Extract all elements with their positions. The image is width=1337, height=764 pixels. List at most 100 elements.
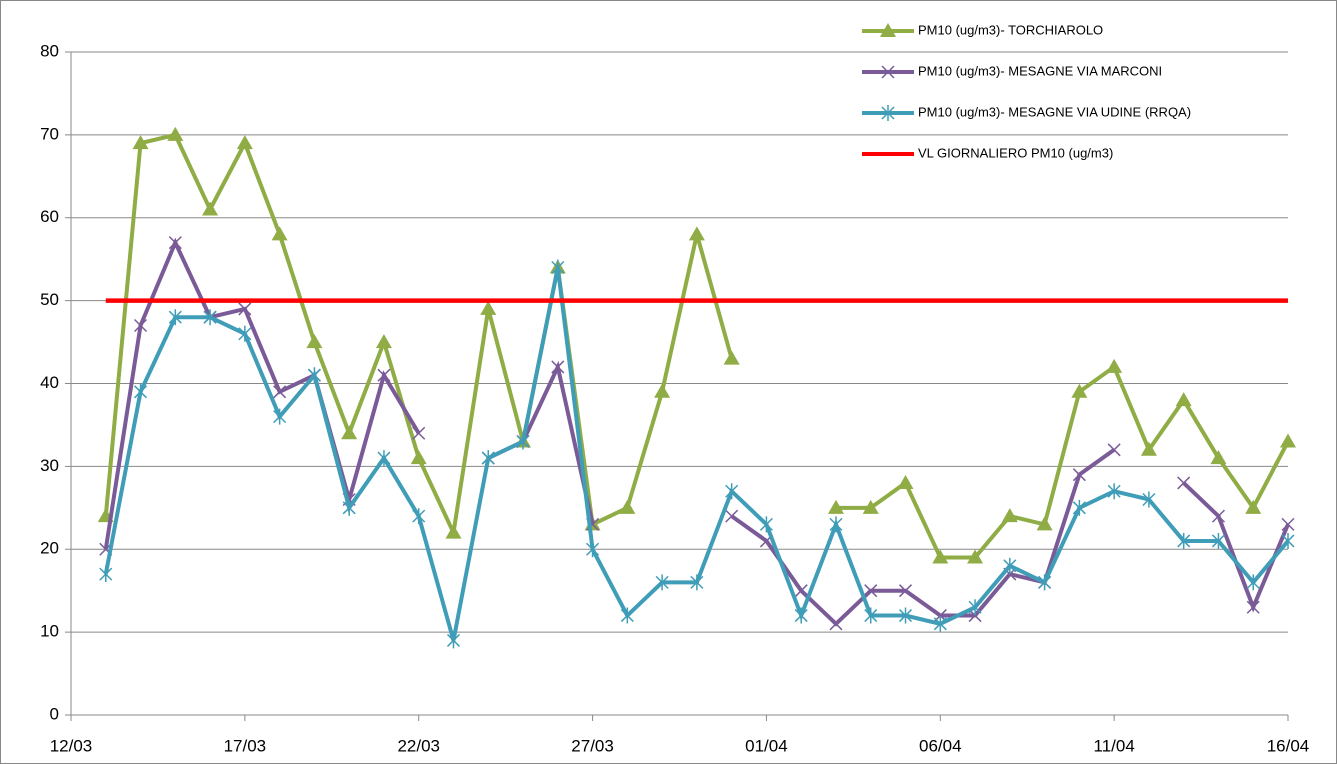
marker — [377, 368, 391, 382]
marker — [341, 425, 358, 440]
marker — [1036, 516, 1053, 531]
marker — [410, 450, 427, 465]
marker — [1003, 557, 1017, 574]
marker — [1071, 383, 1088, 398]
marker — [1280, 433, 1296, 448]
marker — [586, 541, 600, 558]
marker — [1072, 468, 1086, 482]
marker — [1142, 491, 1156, 508]
marker — [307, 367, 321, 384]
x-tick-label: 17/03 — [224, 736, 267, 755]
y-tick-label: 40 — [40, 373, 59, 392]
marker — [725, 483, 739, 500]
marker — [551, 259, 565, 276]
marker — [829, 617, 843, 631]
y-tick-label: 30 — [40, 456, 59, 475]
y-tick-label: 10 — [40, 622, 59, 641]
marker — [619, 499, 636, 514]
marker — [132, 135, 149, 150]
marker — [967, 549, 984, 564]
marker — [759, 516, 773, 533]
marker — [1281, 532, 1295, 549]
series-line — [103, 237, 1290, 627]
marker — [481, 450, 495, 467]
marker — [446, 632, 461, 649]
marker — [655, 574, 669, 591]
x-tick-label: 12/03 — [50, 736, 93, 755]
marker — [794, 607, 808, 624]
marker — [1211, 532, 1225, 549]
marker — [864, 584, 878, 598]
legend-marker — [880, 23, 896, 37]
marker — [1175, 392, 1192, 407]
marker — [273, 408, 287, 425]
marker — [238, 302, 252, 316]
marker — [342, 499, 356, 516]
marker — [829, 516, 843, 533]
marker — [1246, 600, 1260, 614]
marker — [1211, 509, 1225, 523]
marker — [1177, 476, 1191, 490]
marker — [688, 226, 705, 241]
x-tick-label: 27/03 — [571, 736, 614, 755]
x-tick-label: 11/04 — [1094, 736, 1135, 755]
marker — [968, 599, 982, 616]
marker — [375, 334, 392, 349]
y-tick-label: 20 — [40, 539, 59, 558]
marker — [271, 226, 288, 241]
marker — [236, 135, 253, 150]
y-tick-label: 0 — [50, 704, 59, 723]
marker — [412, 426, 426, 440]
marker — [1038, 574, 1052, 591]
marker — [864, 607, 878, 624]
marker — [445, 524, 462, 539]
marker — [306, 334, 323, 349]
marker — [1072, 499, 1086, 516]
marker — [273, 385, 287, 399]
marker — [1210, 450, 1227, 465]
marker — [238, 325, 252, 342]
marker — [480, 300, 497, 315]
marker — [933, 615, 947, 632]
marker — [725, 509, 739, 523]
marker — [412, 508, 426, 525]
y-tick-label: 80 — [40, 41, 59, 60]
y-tick-label: 70 — [40, 124, 59, 143]
marker — [898, 584, 913, 598]
marker — [516, 433, 530, 450]
legend-label: PM10 (ug/m3)- MESAGNE VIA MARCONI — [918, 63, 1162, 78]
series — [99, 259, 1295, 649]
x-tick-label: 01/04 — [745, 736, 788, 755]
y-tick-label: 50 — [40, 290, 59, 309]
marker — [723, 350, 740, 365]
marker — [1246, 574, 1260, 591]
marker — [897, 474, 914, 489]
marker — [1001, 508, 1018, 523]
marker — [1106, 358, 1123, 373]
marker — [654, 383, 671, 398]
marker — [1140, 441, 1157, 456]
marker — [202, 201, 219, 216]
marker — [168, 309, 182, 326]
marker — [134, 318, 148, 333]
marker — [551, 360, 565, 374]
marker — [620, 607, 634, 624]
legend-label: VL GIORNALIERO PM10 (ug/m3) — [918, 145, 1113, 160]
marker — [1245, 499, 1262, 514]
legend-label: PM10 (ug/m3)- TORCHIAROLO — [918, 22, 1103, 37]
marker — [794, 584, 808, 598]
x-tick-label: 06/04 — [919, 736, 962, 755]
marker — [862, 499, 879, 514]
legend-marker — [881, 105, 895, 121]
marker — [377, 450, 391, 467]
marker — [1107, 483, 1121, 500]
y-tick-label: 60 — [40, 207, 59, 226]
marker — [1107, 443, 1121, 457]
legend-marker — [881, 65, 895, 79]
legend-label: PM10 (ug/m3)- MESAGNE VIA UDINE (RRQA) — [918, 104, 1191, 119]
marker — [168, 236, 182, 250]
marker — [134, 383, 148, 400]
x-tick-label: 22/03 — [397, 736, 440, 755]
